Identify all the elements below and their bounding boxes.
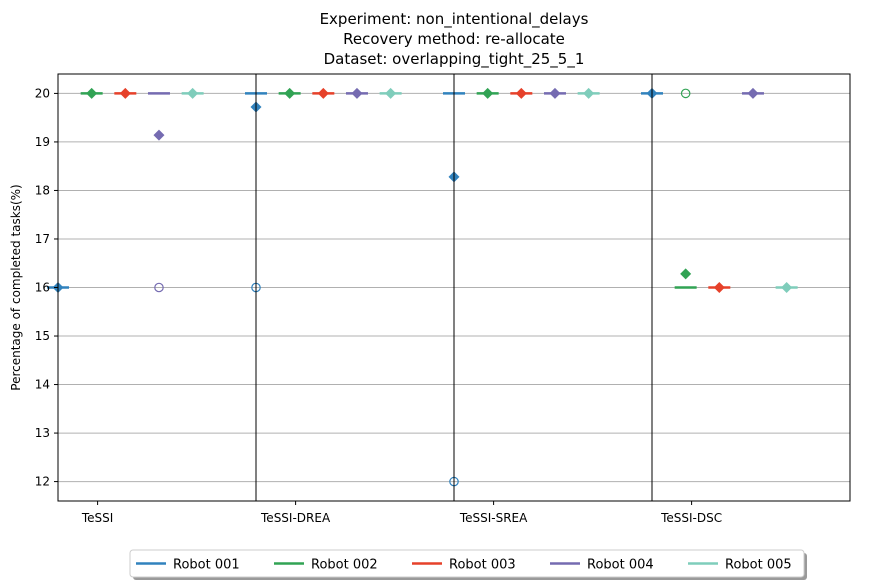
y-tick-label: 12 <box>35 475 50 489</box>
mean-marker <box>482 87 494 99</box>
mean-marker <box>187 87 199 99</box>
x-axis-ticks: TeSSI TeSSI-DREA TeSSI-SREA TeSSI-DSC <box>81 501 722 525</box>
title-line-1: Experiment: non_intentional_delays <box>320 10 589 29</box>
title-line-2: Recovery method: re-allocate <box>343 30 565 48</box>
legend: Robot 001 Robot 002 Robot 003 Robot 004 Robo… <box>129 549 807 580</box>
legend-label: Robot 004 <box>587 558 654 573</box>
chart-title: Experiment: non_intentional_delaysRecove… <box>320 10 589 69</box>
y-axis-label: Percentage of completed tasks(%) <box>9 184 23 390</box>
x-tick-label: TeSSI-DREA <box>260 511 331 525</box>
mean-marker <box>680 268 692 280</box>
group-separators <box>255 74 653 501</box>
legend-box <box>129 549 805 578</box>
title-line-3: Dataset: overlapping_tight_25_5_1 <box>324 50 585 69</box>
outlier-point <box>680 88 691 99</box>
x-tick-label: TeSSI-DSC <box>660 511 722 525</box>
mean-marker <box>549 87 561 99</box>
legend-label: Robot 001 <box>173 558 240 573</box>
y-tick-label: 15 <box>35 329 50 343</box>
y-axis-ticks: 12 13 14 15 16 17 18 19 20 <box>35 86 58 489</box>
y-tick-label: 19 <box>35 135 50 149</box>
mean-marker <box>583 87 595 99</box>
mean-marker <box>781 282 793 293</box>
x-tick-label: TeSSI-SREA <box>459 511 528 525</box>
legend-label: Robot 005 <box>725 558 792 573</box>
chart-marks <box>47 87 798 487</box>
legend-label: Robot 002 <box>311 558 378 573</box>
y-tick-label: 17 <box>35 232 50 246</box>
mean-marker <box>385 87 397 99</box>
y-tick-label: 16 <box>35 281 50 295</box>
mean-marker <box>351 87 363 99</box>
mean-marker <box>153 129 165 141</box>
mean-marker <box>515 87 527 99</box>
x-tick-label: TeSSI <box>81 511 113 525</box>
mean-marker <box>713 282 725 293</box>
y-tick-label: 18 <box>35 183 50 197</box>
legend-label: Robot 003 <box>449 558 516 573</box>
mean-marker <box>747 87 759 99</box>
mean-marker <box>317 87 329 99</box>
y-tick-label: 13 <box>35 426 50 440</box>
outlier-point <box>154 282 164 293</box>
mean-marker <box>284 87 296 99</box>
y-tick-label: 20 <box>35 86 50 100</box>
mean-marker <box>119 87 131 99</box>
y-tick-label: 14 <box>35 378 50 392</box>
mean-marker <box>86 87 98 99</box>
